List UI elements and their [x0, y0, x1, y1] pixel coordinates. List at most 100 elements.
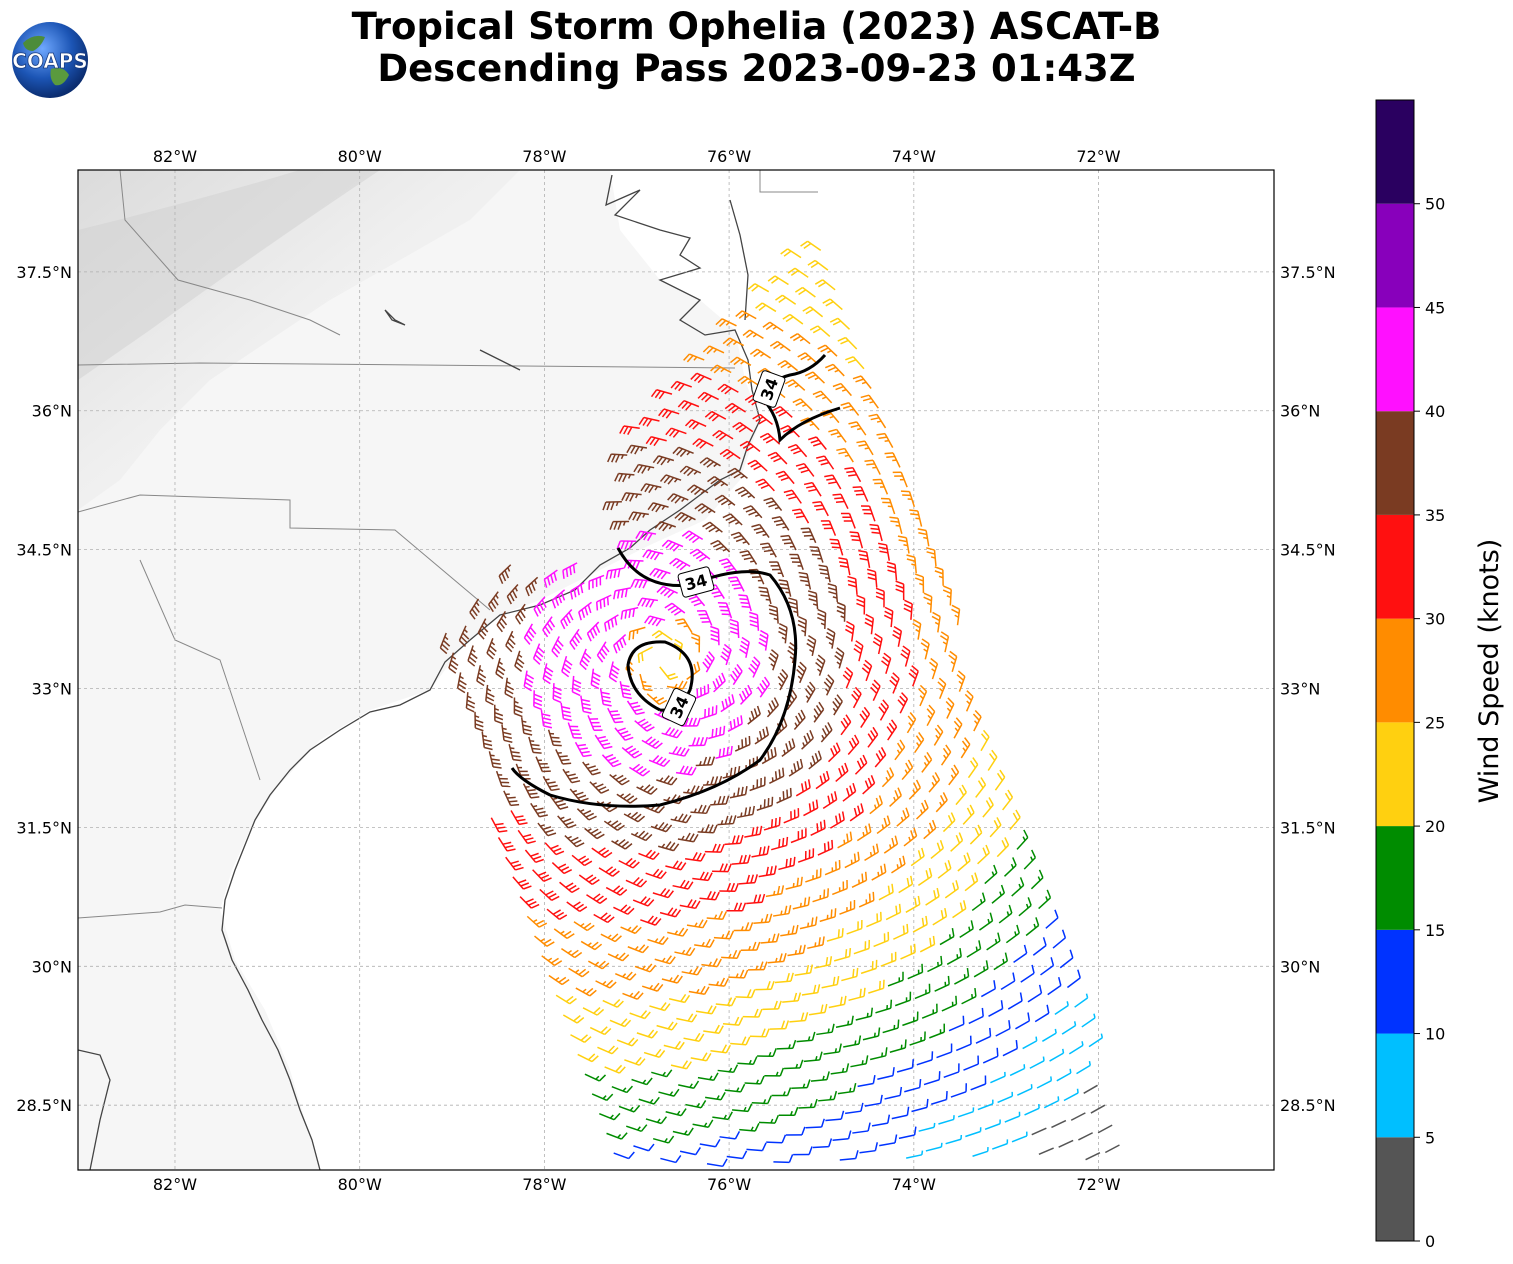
wind-barb: [739, 636, 750, 658]
colorbar-tick-label: 40: [1425, 402, 1445, 421]
wind-barb: [477, 618, 489, 640]
wind-barb: [769, 1020, 790, 1030]
wind-barb: [980, 980, 997, 998]
wind-barb: [664, 602, 686, 616]
wind-barb: [892, 471, 908, 488]
wind-barb: [765, 885, 785, 898]
wind-barb: [980, 729, 990, 752]
wind-barb: [593, 912, 615, 924]
wind-barb: [973, 960, 989, 978]
wind-barb: [911, 1098, 929, 1113]
wind-barb: [541, 955, 563, 967]
wind-barb: [1074, 993, 1089, 1008]
wind-barb: [803, 799, 819, 817]
colorbar-bin: [1376, 722, 1414, 827]
wind-barb: [667, 493, 689, 504]
wind-barb: [1051, 1119, 1067, 1129]
wind-barb: [883, 835, 899, 854]
wind-barb: [578, 874, 600, 886]
wind-barb: [727, 715, 743, 732]
wind-barb: [844, 466, 862, 483]
wind-barb: [630, 578, 651, 589]
wind-barb: [675, 618, 693, 634]
wind-barb: [783, 808, 800, 824]
wind-barb: [828, 995, 847, 1009]
wind-barb: [1027, 984, 1043, 1003]
wind-barb: [1029, 1056, 1045, 1069]
wind-barb: [579, 648, 592, 671]
wind-barb: [663, 1040, 685, 1051]
wind-barb: [517, 829, 536, 845]
wind-barb: [649, 1002, 671, 1012]
wind-barb: [1038, 1147, 1054, 1156]
wind-barb: [757, 1048, 777, 1058]
wind-barb: [737, 375, 759, 386]
wind-barb: [918, 1122, 936, 1132]
wind-barb: [866, 911, 882, 928]
wind-barb: [705, 1091, 726, 1101]
wind-barb: [681, 966, 703, 976]
wind-barb: [640, 483, 662, 494]
wind-barb: [1025, 917, 1040, 937]
wind-barb: [1011, 877, 1025, 897]
wind-barb: [968, 1007, 984, 1025]
wind-barb: [571, 854, 593, 867]
wind-barb: [930, 839, 944, 860]
lon-label-top: 76°W: [707, 147, 751, 166]
wind-barb: [530, 802, 548, 818]
wind-barb: [837, 831, 853, 849]
wind-barb: [645, 435, 667, 447]
wind-barb: [621, 745, 643, 759]
wind-barb: [640, 915, 662, 926]
wind-barb: [937, 860, 952, 879]
wind-barb: [1017, 1084, 1033, 1096]
wind-barb: [880, 497, 896, 515]
wind-barb: [1056, 1068, 1072, 1082]
wind-barb: [652, 887, 674, 899]
colorbar-tick-label: 15: [1425, 921, 1445, 940]
wind-barb: [1030, 869, 1044, 890]
wind-barb: [805, 868, 822, 883]
wind-barb: [590, 668, 601, 690]
wind-barb: [780, 924, 799, 937]
wind-barb: [679, 1147, 701, 1156]
wind-barb: [630, 830, 653, 842]
wind-barb: [722, 1016, 744, 1026]
wind-barb: [766, 697, 779, 718]
wind-barb: [510, 810, 528, 826]
wind-barb: [825, 1110, 845, 1122]
wind-barb: [771, 836, 789, 851]
wind-barb: [729, 356, 752, 366]
wind-barb: [681, 530, 704, 544]
wind-barb: [1002, 1040, 1018, 1057]
wind-barb: [826, 928, 844, 942]
wind-barb: [864, 459, 881, 475]
wind-barb: [1000, 972, 1016, 990]
lon-label-top: 72°W: [1076, 147, 1120, 166]
wind-barb: [652, 455, 675, 466]
wind-barb: [505, 630, 516, 653]
wind-barb: [883, 606, 894, 628]
wind-barb: [724, 834, 744, 846]
wind-barb: [674, 946, 696, 957]
wind-barb: [600, 933, 622, 943]
wind-barb: [946, 947, 962, 965]
wind-barb: [557, 815, 577, 829]
wind-barb: [603, 820, 625, 831]
wind-barb: [627, 944, 649, 954]
wind-barb: [514, 650, 525, 672]
wind-barb: [790, 828, 807, 844]
wind-barb: [598, 866, 620, 877]
wind-barb: [938, 1115, 955, 1125]
wind-barb: [857, 1074, 876, 1088]
colorbar-bin: [1376, 1033, 1414, 1138]
wind-barb: [719, 448, 741, 460]
wind-barb: [984, 864, 998, 885]
wind-barb: [886, 719, 898, 741]
wind-barb: [595, 594, 612, 611]
colorbar-bin: [1376, 100, 1414, 204]
wind-barb: [869, 1047, 888, 1061]
wind-barb: [758, 629, 769, 651]
wind-barb: [732, 1103, 753, 1113]
wind-barb: [824, 859, 841, 876]
